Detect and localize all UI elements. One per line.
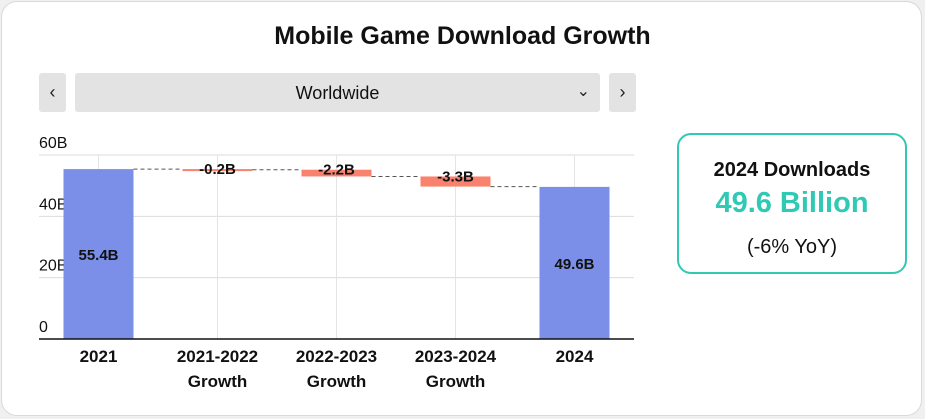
bar-total bbox=[539, 186, 610, 339]
region-select[interactable]: Worldwide ⌄ bbox=[75, 73, 600, 112]
bar-delta bbox=[301, 169, 372, 177]
y-tick-label: 0 bbox=[39, 319, 48, 336]
y-tick-label: 60B bbox=[39, 135, 67, 152]
x-tick-label: Growth bbox=[188, 372, 248, 391]
data-label: -0.2B bbox=[199, 161, 236, 178]
y-tick-label: 20B bbox=[39, 258, 67, 275]
kpi-change: (-6% YoY) bbox=[746, 236, 838, 258]
x-tick-label: 2024 bbox=[556, 347, 594, 366]
chevron-down-icon: ⌄ bbox=[576, 83, 590, 100]
x-tick-label: 2023-2024 bbox=[415, 347, 497, 366]
x-tick-label: 2022-2023 bbox=[296, 347, 377, 366]
y-tick-label: 40B bbox=[39, 196, 67, 213]
x-tick-label: Growth bbox=[426, 372, 486, 391]
data-label: -3.3B bbox=[437, 168, 474, 185]
data-label: -2.2B bbox=[318, 162, 355, 179]
region-select-value: Worldwide bbox=[295, 83, 380, 103]
kpi-label: 2024 Downloads bbox=[713, 159, 871, 181]
data-label: 55.4B bbox=[78, 247, 118, 264]
x-tick-label: Growth bbox=[307, 372, 367, 391]
prev-button[interactable]: ‹ bbox=[39, 73, 66, 112]
x-tick-label: 2021-2022 bbox=[177, 347, 258, 366]
page-title: Mobile Game Download Growth bbox=[274, 22, 651, 50]
kpi-value: 49.6 Billion bbox=[715, 187, 869, 219]
chevron-left-icon: ‹ bbox=[49, 82, 56, 102]
next-button[interactable]: › bbox=[609, 73, 636, 112]
bar-delta bbox=[420, 176, 491, 187]
data-label: 49.6B bbox=[554, 256, 594, 273]
kpi-card: 2024 Downloads 49.6 Billion (-6% YoY) bbox=[677, 133, 907, 274]
x-tick-label: 2021 bbox=[80, 347, 118, 366]
chevron-right-icon: › bbox=[619, 82, 626, 102]
bar-delta bbox=[182, 169, 253, 172]
bar-total bbox=[63, 169, 134, 339]
